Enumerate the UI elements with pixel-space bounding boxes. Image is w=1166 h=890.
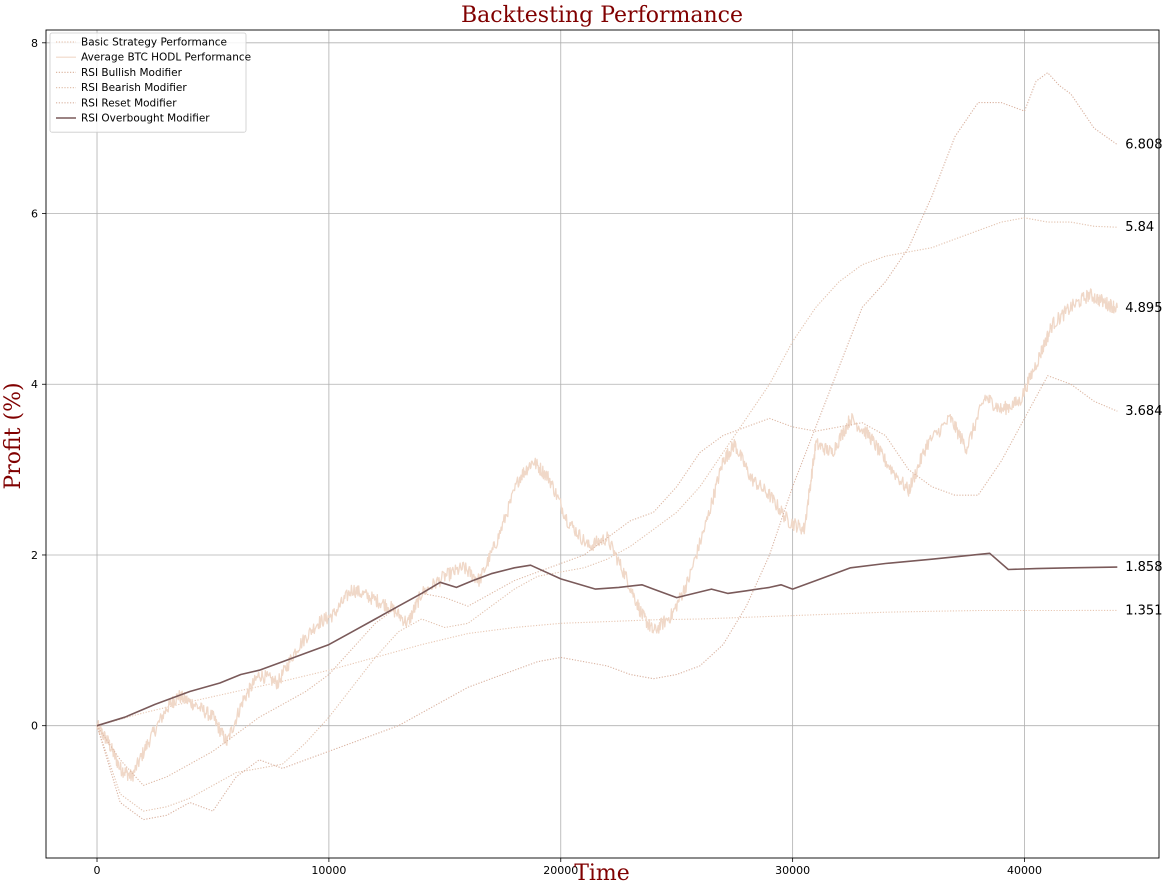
end-labels-layer: 6.808 5.84 4.895 3.684 1.858 1.351	[1125, 138, 1162, 619]
series-line-rsi-overbought-modifier	[96, 552, 1118, 727]
y-tick-label: 2	[31, 549, 38, 562]
legend-entry-basic-strategy-performance: Basic Strategy Performance	[81, 37, 227, 49]
legend: Basic Strategy Performance Average BTC HO…	[49, 32, 251, 133]
end-value-label: 6.808	[1125, 138, 1162, 153]
series-line-average-btc-hodl-performance	[96, 288, 1118, 782]
x-tick-label: 30000	[775, 864, 810, 877]
legend-entry-rsi-reset-modifier: RSI Reset Modifier	[81, 97, 177, 109]
y-tick-label: 4	[31, 378, 38, 391]
y-axis-label: Profit (%)	[1, 382, 26, 489]
legend-box	[49, 32, 247, 133]
x-tick-label: 40000	[1007, 864, 1042, 877]
legend-entry-rsi-bearish-modifier: RSI Bearish Modifier	[81, 82, 187, 94]
legend-entry-rsi-bullish-modifier: RSI Bullish Modifier	[81, 67, 183, 79]
end-value-label: 3.684	[1125, 404, 1162, 419]
y-tick-label: 0	[31, 720, 38, 733]
legend-entry-rsi-overbought-modifier: RSI Overbought Modifier	[81, 113, 210, 125]
series-line-basic-strategy-performance	[96, 609, 1118, 727]
y-tick-label: 6	[31, 208, 38, 221]
end-value-label: 5.84	[1125, 220, 1154, 235]
grid-layer	[46, 30, 1159, 858]
end-value-label: 4.895	[1125, 301, 1162, 316]
series-line-rsi-bearish-modifier	[96, 217, 1118, 812]
series-layer	[96, 72, 1118, 821]
end-value-label: 1.858	[1125, 560, 1162, 575]
x-tick-label: 0	[94, 864, 101, 877]
series-line-rsi-bullish-modifier	[96, 375, 1118, 786]
chart-title: Backtesting Performance	[461, 3, 743, 28]
end-value-label: 1.351	[1125, 603, 1162, 618]
x-tick-label: 20000	[543, 864, 578, 877]
plot-frame	[45, 29, 1160, 859]
legend-entry-average-btc-hodl-performance: Average BTC HODL Performance	[81, 52, 251, 64]
x-tick-label: 10000	[311, 864, 346, 877]
ticks-layer: 0 10000 20000 30000 40000 0 2 4 6 8	[31, 37, 1042, 877]
x-axis-label: Time	[574, 861, 630, 886]
y-tick-label: 8	[31, 37, 38, 50]
